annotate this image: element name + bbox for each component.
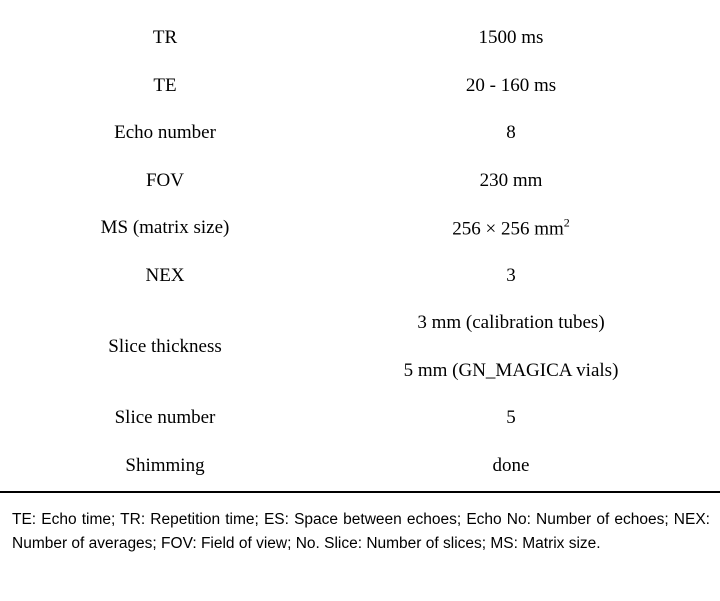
- row-label: Echo number: [114, 122, 216, 143]
- row-label: TR: [152, 27, 178, 48]
- row-value: 256 × 256 mm2: [452, 215, 570, 240]
- footnote: TE: Echo time; TR: Repetition time; ES: …: [12, 511, 710, 552]
- row-value: done: [492, 454, 530, 476]
- row-value: 1500 ms: [478, 27, 544, 48]
- row-label: MS (matrix size): [100, 217, 230, 238]
- row-label: FOV: [145, 169, 185, 191]
- superscript: 2: [563, 215, 570, 230]
- row-value: 5 mm (GN_MAGICA vials): [403, 359, 619, 381]
- row-value: 8: [506, 122, 516, 143]
- row-value: 3: [506, 264, 516, 286]
- row-label: TE: [153, 74, 177, 96]
- row-value: 230 mm: [479, 169, 543, 191]
- row-label: NEX: [145, 264, 185, 286]
- row-label: Shimming: [125, 454, 205, 476]
- row-label: Slice thickness: [108, 335, 222, 357]
- row-label: Slice number: [114, 407, 216, 428]
- row-value: 20 - 160 ms: [465, 74, 557, 96]
- row-value: 5: [506, 407, 516, 428]
- table-rule: [0, 491, 720, 493]
- row-value: 3 mm (calibration tubes): [417, 312, 605, 333]
